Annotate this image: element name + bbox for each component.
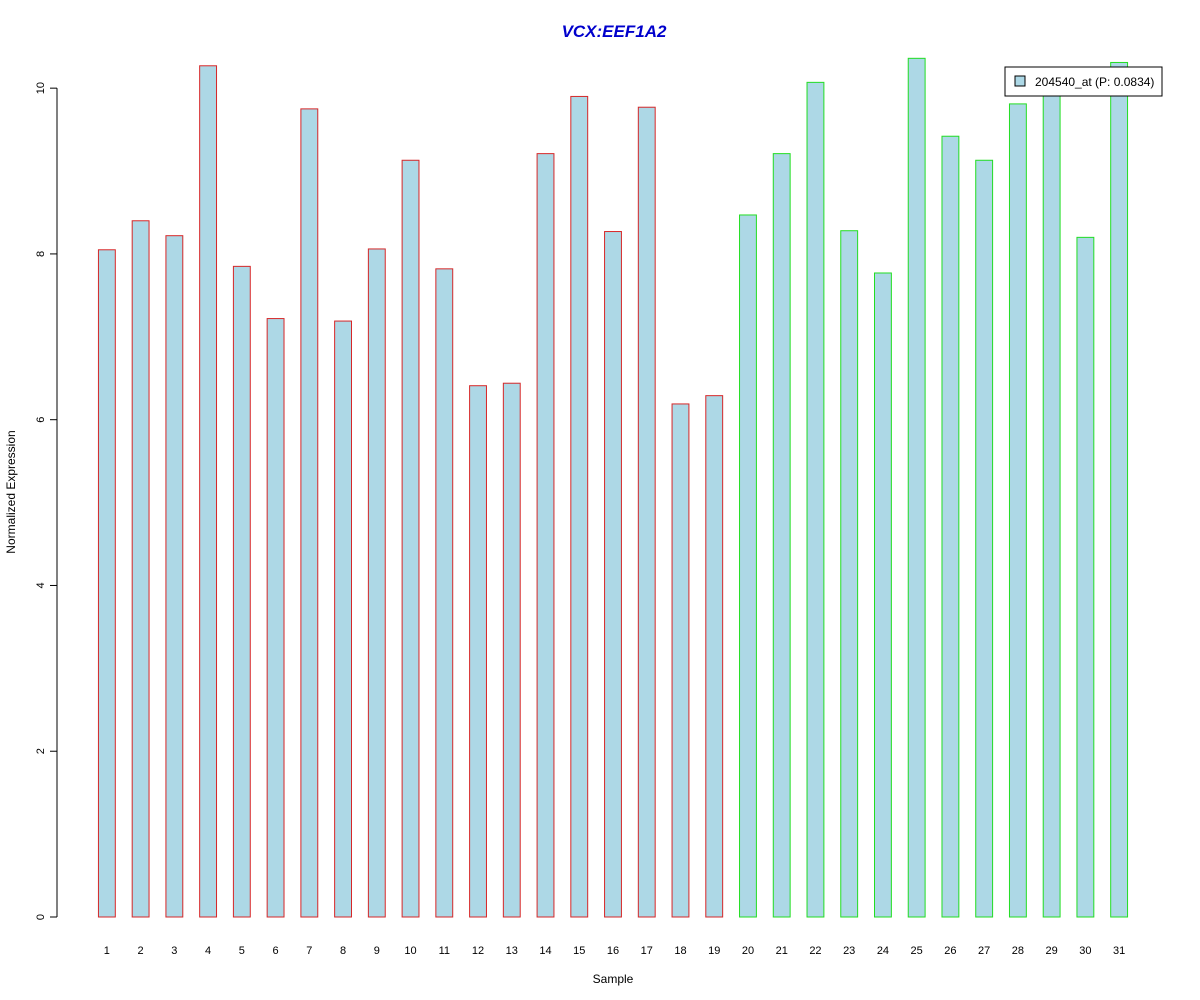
bar-sample-19 bbox=[705, 395, 724, 918]
x-tick-label: 4 bbox=[205, 945, 211, 957]
bar-sample-8 bbox=[334, 320, 353, 918]
x-tick-label: 15 bbox=[573, 945, 585, 957]
x-tick-label: 25 bbox=[911, 945, 923, 957]
bar-sample-1 bbox=[97, 249, 116, 918]
bar-sample-27 bbox=[975, 159, 994, 918]
bar-sample-29 bbox=[1042, 91, 1061, 918]
y-axis-title: Normalized Expression bbox=[4, 430, 18, 553]
bar-sample-10 bbox=[401, 159, 420, 918]
x-tick-label: 28 bbox=[1012, 945, 1024, 957]
bar-sample-12 bbox=[469, 385, 487, 918]
x-tick-label: 1 bbox=[104, 945, 110, 957]
y-tick-label: 8 bbox=[35, 251, 47, 257]
y-tick-label: 10 bbox=[35, 82, 47, 94]
bar-sample-2 bbox=[131, 220, 150, 918]
bars bbox=[97, 57, 1129, 918]
x-tick-label: 7 bbox=[306, 945, 312, 957]
y-tick-label: 0 bbox=[35, 914, 47, 920]
x-tick-label: 23 bbox=[843, 945, 855, 957]
x-tick-label: 30 bbox=[1079, 945, 1091, 957]
y-axis: 0 2 4 6 8 10 bbox=[35, 82, 58, 920]
legend-box bbox=[1004, 66, 1163, 97]
x-tick-label: 16 bbox=[607, 945, 619, 957]
x-tick-label: 11 bbox=[439, 945, 450, 957]
bar-sample-30 bbox=[1076, 236, 1095, 918]
y-tick-label: 6 bbox=[35, 417, 47, 423]
bar-sample-24 bbox=[874, 272, 892, 918]
bar-sample-3 bbox=[165, 235, 184, 918]
x-tick-label: 14 bbox=[539, 945, 551, 957]
x-tick-label: 19 bbox=[708, 945, 720, 957]
legend-label: 204540_at (P: 0.0834) bbox=[1035, 75, 1154, 89]
x-tick-label: 12 bbox=[472, 945, 484, 957]
bar-sample-7 bbox=[300, 108, 319, 918]
x-tick-label: 20 bbox=[742, 945, 754, 957]
x-tick-labels: 1 2 3 4 5 6 7 8 9 10 11 12 13 14 15 16 17 18 19 20 21 22 23 24 2… bbox=[104, 945, 1125, 957]
bar-sample-28 bbox=[1008, 103, 1027, 918]
bar-sample-15 bbox=[570, 95, 589, 918]
x-tick-label: 18 bbox=[674, 945, 686, 957]
y-tick-label: 2 bbox=[35, 748, 47, 754]
bar-sample-31 bbox=[1110, 61, 1129, 918]
chart-title: VCX:EEF1A2 bbox=[562, 22, 667, 41]
x-tick-label: 13 bbox=[506, 945, 518, 957]
legend-swatch bbox=[1014, 75, 1026, 87]
x-tick-label: 8 bbox=[340, 945, 346, 957]
x-tick-label: 26 bbox=[944, 945, 956, 957]
x-tick-label: 10 bbox=[404, 945, 416, 957]
legend: 204540_at (P: 0.0834) bbox=[1004, 66, 1163, 97]
x-tick-label: 29 bbox=[1046, 945, 1058, 957]
x-tick-label: 22 bbox=[809, 945, 821, 957]
x-tick-label: 5 bbox=[239, 945, 245, 957]
bar-sample-11 bbox=[435, 268, 454, 918]
bar-sample-22 bbox=[806, 81, 825, 918]
bar-sample-4 bbox=[199, 65, 218, 918]
bar-sample-20 bbox=[739, 214, 757, 918]
x-tick-label: 24 bbox=[877, 945, 889, 957]
bar-sample-26 bbox=[941, 135, 960, 918]
x-tick-label: 21 bbox=[776, 945, 788, 957]
bar-sample-21 bbox=[772, 153, 791, 918]
x-axis-title: Sample bbox=[593, 972, 634, 986]
bar-sample-18 bbox=[671, 403, 690, 918]
bar-sample-14 bbox=[536, 153, 555, 918]
bar-sample-23 bbox=[840, 230, 859, 918]
x-tick-label: 9 bbox=[374, 945, 380, 957]
bar-sample-5 bbox=[232, 265, 251, 918]
bar-sample-17 bbox=[637, 106, 656, 918]
y-tick-label: 4 bbox=[35, 582, 47, 588]
x-tick-label: 6 bbox=[273, 945, 279, 957]
x-tick-label: 31 bbox=[1113, 945, 1125, 957]
x-tick-label: 27 bbox=[978, 945, 990, 957]
bar-sample-25 bbox=[907, 57, 926, 918]
bar-sample-9 bbox=[367, 248, 386, 918]
bar-sample-13 bbox=[502, 382, 521, 918]
x-tick-label: 17 bbox=[641, 945, 653, 957]
bar-sample-6 bbox=[266, 318, 285, 918]
x-tick-label: 3 bbox=[171, 945, 177, 957]
x-tick-label: 2 bbox=[138, 945, 144, 957]
bar-sample-16 bbox=[604, 231, 622, 918]
